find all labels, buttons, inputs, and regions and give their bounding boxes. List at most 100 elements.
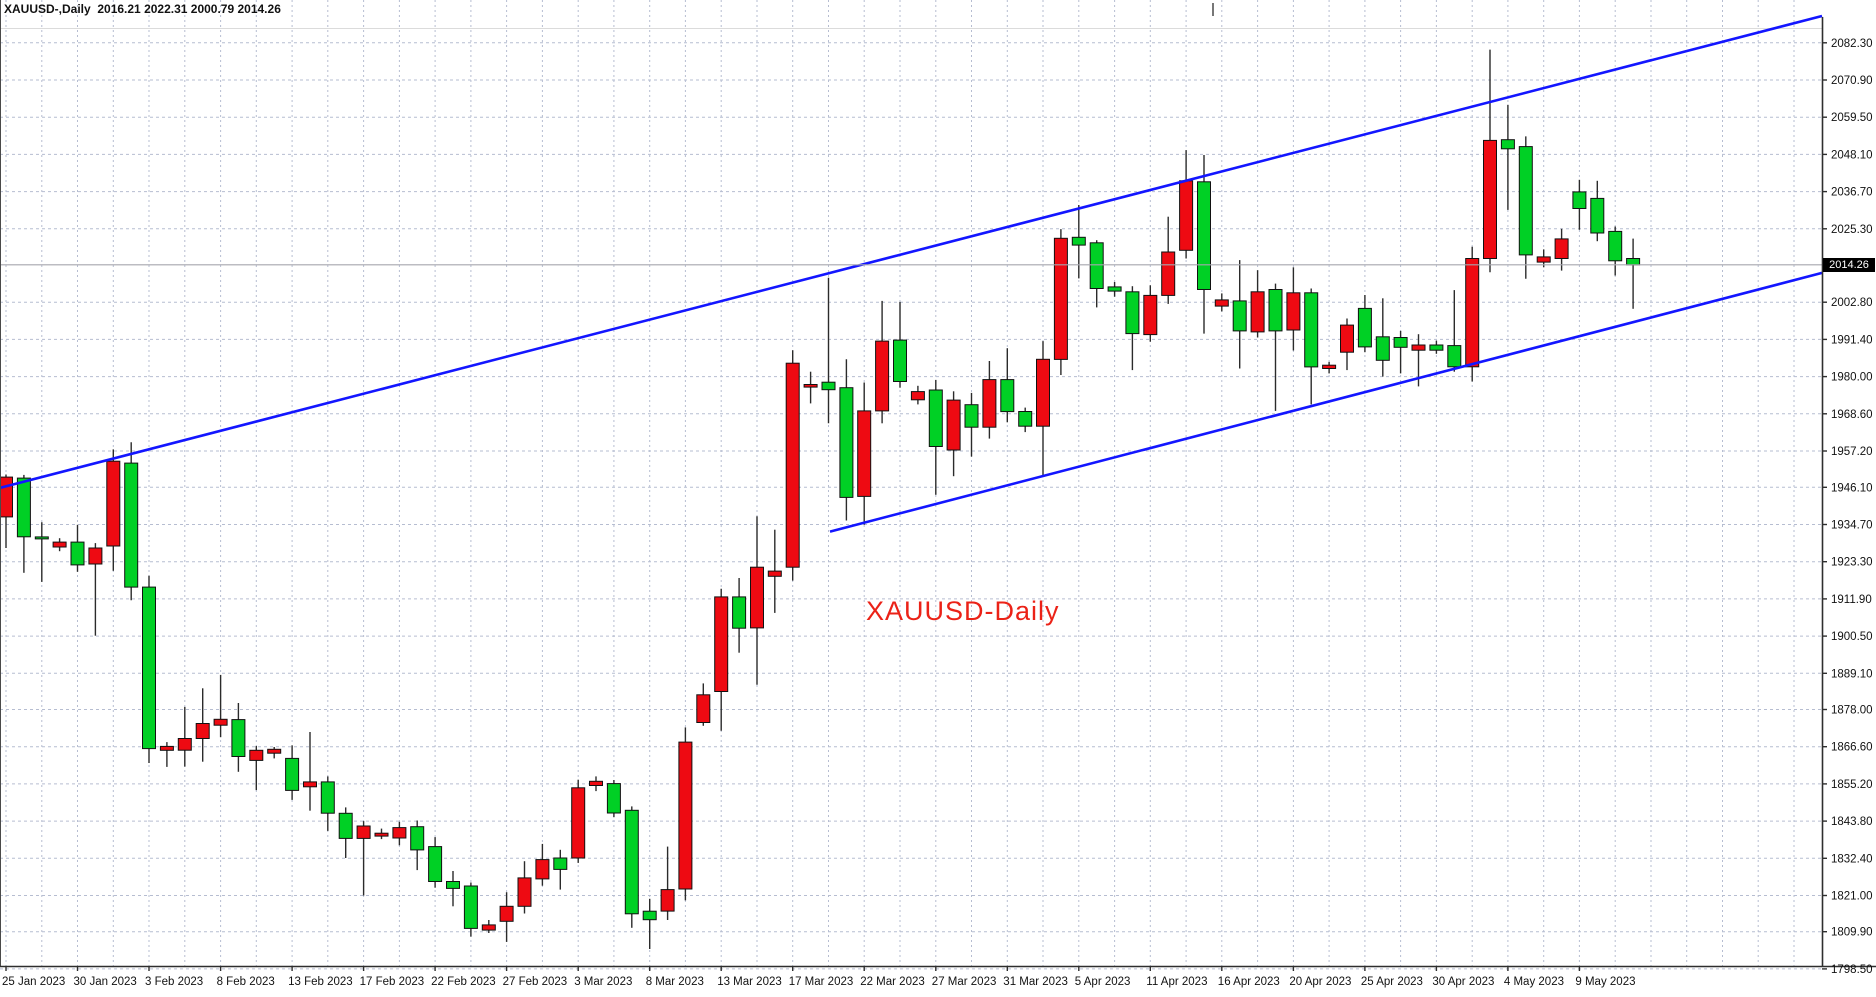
time-axis-label: 8 Mar 2023: [646, 976, 704, 988]
candle: [124, 462, 139, 588]
time-axis-label: 3 Feb 2023: [145, 976, 203, 988]
price-axis-label: 1798.50: [1831, 964, 1873, 976]
candle: [159, 745, 174, 751]
candle: [1572, 191, 1587, 209]
candle: [392, 827, 407, 839]
candle: [1626, 258, 1641, 266]
candle: [1179, 180, 1194, 251]
candle: [839, 387, 854, 498]
candle: [928, 389, 943, 447]
candle: [803, 384, 818, 388]
time-axis-label: 3 Mar 2023: [574, 976, 632, 988]
candle: [446, 881, 460, 889]
candle: [1536, 256, 1551, 263]
candle: [1018, 411, 1033, 427]
candle: [785, 362, 800, 568]
candle: [875, 340, 890, 412]
candle: [70, 541, 85, 566]
candle: [1214, 299, 1229, 307]
time-axis-label: 9 May 2023: [1575, 976, 1635, 988]
candle: [1375, 336, 1390, 361]
candle: [499, 905, 514, 922]
price-axis-label: 1889.10: [1831, 668, 1873, 680]
symbol-watermark: XAUUSD-Daily: [866, 596, 1060, 626]
candle: [1268, 289, 1283, 332]
channel-upper-trendline[interactable]: [0, 14, 1823, 490]
candle: [1089, 242, 1104, 290]
time-axis-label: 30 Jan 2023: [74, 976, 137, 988]
price-axis-label: 1809.90: [1831, 927, 1873, 939]
channel-lower-trendline[interactable]: [829, 271, 1823, 533]
time-axis-label: 20 Apr 2023: [1289, 976, 1351, 988]
price-axis-label: 2070.90: [1831, 75, 1873, 87]
candle: [106, 460, 121, 547]
candle: [571, 787, 586, 859]
candle: [213, 718, 228, 726]
price-axis-label: 1855.20: [1831, 779, 1873, 791]
candle: [338, 812, 353, 839]
candle: [910, 391, 925, 401]
time-axis-label: 31 Mar 2023: [1003, 976, 1068, 988]
price-axis-label: 2048.10: [1831, 149, 1873, 161]
price-axis-label: 1843.80: [1831, 816, 1873, 828]
candle: [249, 749, 264, 761]
candle: [428, 846, 443, 882]
candle: [374, 832, 389, 837]
candle: [1053, 237, 1068, 360]
price-axis-label: 1911.90: [1831, 594, 1872, 606]
candle: [946, 399, 961, 451]
price-axis-label: 1900.50: [1831, 631, 1873, 643]
time-axis-label: 17 Mar 2023: [789, 976, 854, 988]
current-price-badge: 2014.26: [1823, 258, 1875, 272]
price-axis-label: 1991.40: [1831, 334, 1873, 346]
candle: [750, 566, 764, 629]
time-axis-label: 27 Mar 2023: [932, 976, 997, 988]
candle: [1125, 291, 1140, 335]
price-axis-label: 1832.40: [1831, 853, 1873, 865]
price-axis-label: 1923.30: [1831, 557, 1873, 569]
price-axis-label: 1866.60: [1831, 742, 1873, 754]
candle: [463, 885, 478, 929]
time-axis-label: 22 Mar 2023: [860, 976, 925, 988]
candle: [1447, 345, 1462, 368]
candle: [893, 339, 907, 383]
candle: [535, 859, 550, 880]
candle: [1232, 300, 1247, 332]
candle: [303, 781, 317, 788]
candle: [0, 476, 13, 518]
candle: [1161, 251, 1176, 296]
price-axis-label: 1946.10: [1831, 482, 1873, 494]
time-axis-label: 27 Feb 2023: [503, 976, 568, 988]
candle: [1465, 258, 1480, 368]
candle: [195, 723, 210, 739]
time-axis-label: 17 Feb 2023: [360, 976, 425, 988]
candle: [34, 536, 49, 540]
time-axis-label: 5 Apr 2023: [1075, 976, 1131, 988]
candle: [1357, 307, 1372, 348]
candle: [821, 381, 836, 391]
candle: [1071, 236, 1086, 246]
candle: [1250, 291, 1265, 333]
candle: [589, 780, 603, 786]
candle: [410, 826, 425, 851]
candle: [142, 586, 156, 750]
candle: [964, 404, 979, 428]
candle: [1304, 292, 1319, 368]
time-axis-label: 13 Feb 2023: [288, 976, 353, 988]
candle: [1036, 358, 1050, 427]
price-axis-label: 2036.70: [1831, 187, 1873, 199]
candle: [1429, 344, 1444, 351]
candle: [642, 910, 657, 921]
candle: [1322, 364, 1337, 370]
time-axis-label: 30 Apr 2023: [1432, 976, 1494, 988]
price-axis-label: 1957.20: [1831, 446, 1873, 458]
time-axis-label: 13 Mar 2023: [717, 976, 782, 988]
candle: [696, 694, 711, 723]
chart-title-ohlc: XAUUSD-,Daily 2016.21 2022.31 2000.79 20…: [4, 2, 281, 16]
candle: [1590, 197, 1605, 234]
candle: [678, 741, 693, 890]
candle: [16, 477, 31, 538]
candle: [1393, 337, 1408, 348]
